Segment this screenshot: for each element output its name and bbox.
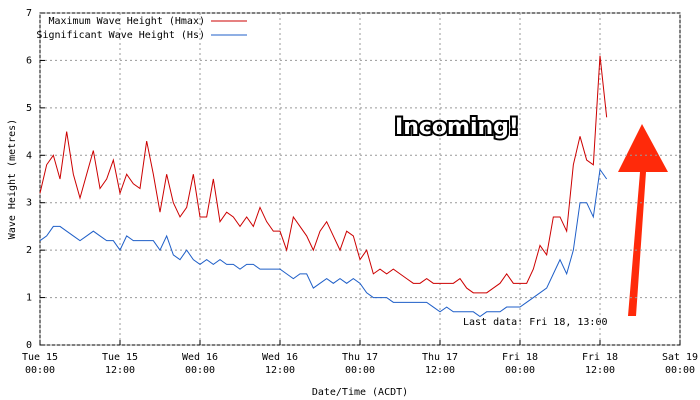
y-tick-label: 7 <box>26 8 32 19</box>
y-tick-label: 1 <box>26 293 32 304</box>
data-line <box>39 168 608 318</box>
y-tick-label: 6 <box>26 55 32 66</box>
y-tick-label: 4 <box>26 150 32 161</box>
y-tick-label: 2 <box>26 245 32 256</box>
legend-label: Maximum Wave Height (Hmax) <box>48 16 205 27</box>
y-tick-label: 5 <box>26 103 32 114</box>
annotation: Incoming! <box>395 115 519 140</box>
x-tick-label: Sat 19 00:00 <box>661 352 699 376</box>
x-tick-label: Tue 15 12:00 <box>101 352 139 376</box>
y-tick-label: 3 <box>26 198 32 209</box>
x-tick-label: Wed 16 00:00 <box>181 352 219 376</box>
x-axis-label: Date/Time (ACDT) <box>312 387 408 398</box>
annotation: Last data: Fri 18, 13:00 <box>463 317 608 328</box>
x-tick-label: Fri 18 00:00 <box>501 352 539 376</box>
x-tick-label: Thu 17 12:00 <box>421 352 459 376</box>
arrow <box>618 124 668 316</box>
x-tick-label: Wed 16 12:00 <box>261 352 299 376</box>
y-axis-label: Wave Height (metres) <box>7 119 18 239</box>
x-tick-label: Fri 18 12:00 <box>581 352 619 376</box>
x-tick-label: Thu 17 00:00 <box>341 352 379 376</box>
x-tick-label: Tue 15 00:00 <box>21 352 59 376</box>
data-line <box>39 55 608 294</box>
y-tick-label: 0 <box>26 340 32 351</box>
legend-label: Significant Wave Height (Hs) <box>36 30 205 41</box>
